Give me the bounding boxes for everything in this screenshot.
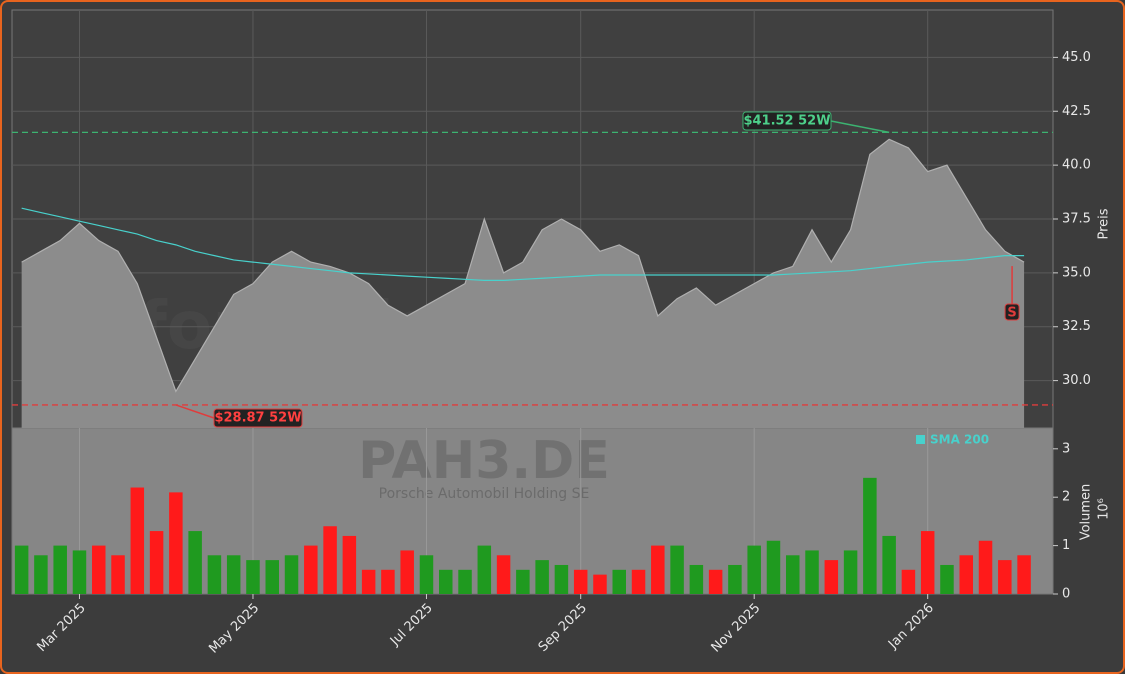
annotation-arrow bbox=[175, 404, 215, 419]
volume-bar bbox=[458, 569, 472, 594]
x-tick-label: Mar 2025 bbox=[35, 601, 89, 655]
y-tick-label: 35.0 bbox=[1062, 265, 1091, 280]
y-tick-label: 2 bbox=[1062, 490, 1070, 505]
signal-label: S bbox=[1007, 306, 1016, 321]
volume-bar bbox=[612, 569, 626, 594]
volume-bar bbox=[689, 564, 704, 594]
volume-bar bbox=[805, 550, 819, 594]
volume-bar bbox=[246, 560, 260, 594]
y-tick-label: 32.5 bbox=[1062, 319, 1091, 334]
volume-bar bbox=[786, 555, 800, 594]
volume-bar bbox=[265, 560, 279, 594]
volume-bar bbox=[728, 564, 742, 594]
volume-bar bbox=[747, 545, 761, 594]
volume-bar bbox=[882, 535, 896, 594]
volume-bar bbox=[207, 555, 222, 594]
volume-bar bbox=[766, 540, 781, 594]
volume-bar bbox=[535, 560, 549, 594]
legend-swatch bbox=[916, 435, 925, 444]
volume-bar bbox=[496, 555, 511, 594]
y-tick-label: 30.0 bbox=[1062, 373, 1091, 388]
volume-bar bbox=[361, 569, 376, 594]
y-axis-label: Volumen bbox=[1079, 484, 1094, 541]
volume-bar bbox=[978, 540, 993, 594]
volume-bar bbox=[651, 545, 665, 594]
y-tick-label: 45.0 bbox=[1062, 50, 1091, 65]
annotation: $28.87 52W bbox=[214, 411, 301, 426]
volume-bar bbox=[439, 569, 453, 594]
volume-bar bbox=[554, 564, 569, 594]
y-axis-label: Preis bbox=[1097, 208, 1112, 239]
volume-bar bbox=[824, 560, 839, 594]
volume-bar bbox=[149, 531, 164, 594]
volume-panel bbox=[11, 427, 1054, 595]
volume-bar bbox=[381, 569, 395, 594]
volume-bar bbox=[670, 545, 684, 594]
x-tick-label: Sep 2025 bbox=[536, 601, 590, 655]
volume-bar bbox=[516, 569, 530, 594]
volume-bar bbox=[419, 555, 434, 594]
volume-bar bbox=[130, 487, 145, 594]
x-tick-label: Nov 2025 bbox=[709, 601, 764, 656]
volume-bar bbox=[863, 477, 877, 594]
volume-bar bbox=[226, 555, 241, 594]
volume-bar bbox=[72, 550, 87, 594]
y-tick-label: 1 bbox=[1062, 538, 1070, 553]
x-tick-label: Jul 2025 bbox=[387, 601, 436, 650]
offset-label: 10⁶ bbox=[1097, 498, 1112, 520]
volume-bar bbox=[323, 526, 337, 594]
volume-bar bbox=[53, 545, 67, 594]
volume-bar bbox=[843, 550, 858, 594]
volume-bar bbox=[920, 531, 935, 594]
x-tick-label: May 2025 bbox=[206, 601, 262, 657]
volume-bar bbox=[304, 545, 318, 594]
volume-bar bbox=[92, 545, 106, 594]
volume-bar bbox=[477, 545, 492, 594]
annotation-arrow bbox=[830, 120, 890, 134]
volume-bar bbox=[998, 560, 1012, 594]
volume-bar bbox=[940, 564, 954, 594]
signal-box bbox=[1004, 303, 1020, 321]
y-tick-label: 40.0 bbox=[1062, 158, 1091, 173]
volume-bar bbox=[169, 492, 183, 594]
price-area bbox=[21, 139, 1025, 428]
volume-bar bbox=[188, 531, 202, 594]
volume-bar bbox=[111, 555, 125, 594]
volume-bar bbox=[14, 545, 29, 594]
volume-bar bbox=[631, 569, 646, 594]
x-tick-label: Jan 2026 bbox=[885, 601, 937, 653]
volume-bar bbox=[573, 569, 588, 594]
volume-bar bbox=[959, 555, 973, 594]
volume-bar bbox=[593, 574, 607, 594]
watermark: Porsche Automobil Holding SE bbox=[379, 486, 590, 502]
volume-bar bbox=[708, 569, 723, 594]
volume-bar bbox=[901, 569, 916, 594]
sma-line bbox=[21, 207, 1025, 282]
volume-bar bbox=[1017, 555, 1031, 594]
annotation: $41.52 52W bbox=[743, 114, 830, 129]
y-tick-label: 37.5 bbox=[1062, 212, 1091, 227]
volume-bar bbox=[400, 550, 414, 594]
y-tick-label: 0 bbox=[1062, 587, 1070, 602]
y-tick-label: 3 bbox=[1062, 441, 1070, 456]
volume-bar bbox=[342, 535, 357, 594]
y-tick-label: 42.5 bbox=[1062, 104, 1091, 119]
watermark: PAH3.DE bbox=[358, 431, 610, 491]
legend-label: SMA 200 bbox=[930, 433, 989, 447]
price-line bbox=[21, 138, 1025, 393]
volume-bar bbox=[284, 555, 299, 594]
volume-bar bbox=[34, 555, 48, 594]
